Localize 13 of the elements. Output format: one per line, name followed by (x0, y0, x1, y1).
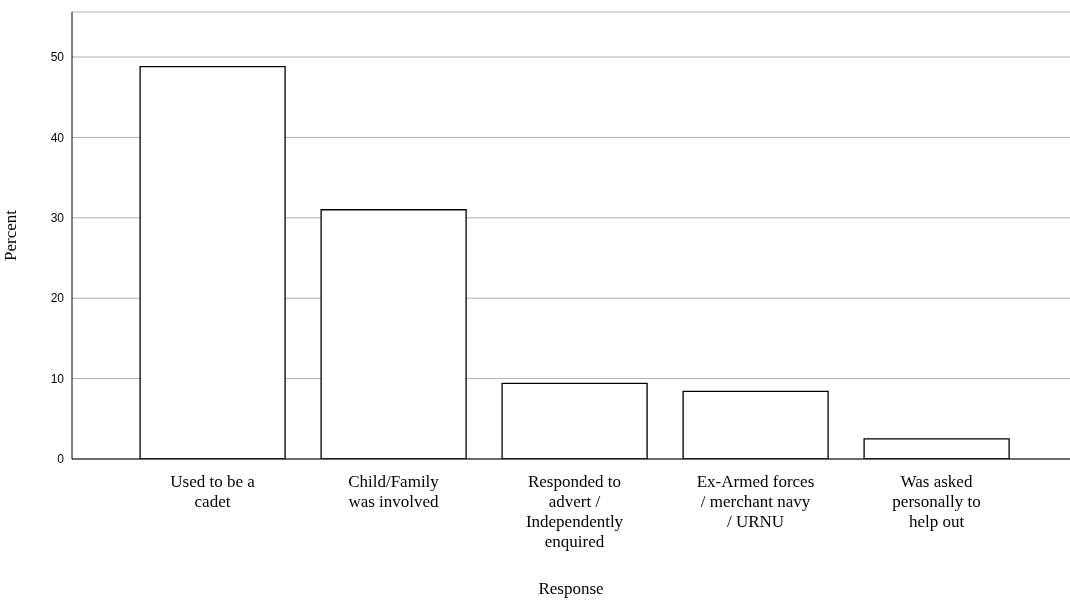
y-tick-label: 10 (50, 371, 65, 386)
y-tick-label: 40 (50, 130, 65, 145)
x-tick-label: Was asked personally to help out (892, 472, 981, 531)
x-axis-title: Response (538, 579, 604, 598)
y-axis-title: Percent (1, 209, 21, 261)
x-tick-label: Used to be a cadet (170, 472, 256, 511)
y-tick-label: 50 (50, 50, 65, 65)
x-tick-label: Child/Family was involved (348, 472, 440, 511)
y-tick-label: 20 (50, 291, 65, 306)
y-tick-label: 0 (57, 452, 65, 467)
x-tick-label: Responded to advert / Independently enquired (525, 472, 624, 551)
x-tick-label: Ex-Armed forces / merchant navy / URNU (696, 472, 815, 531)
y-tick-label: 30 (50, 211, 65, 226)
